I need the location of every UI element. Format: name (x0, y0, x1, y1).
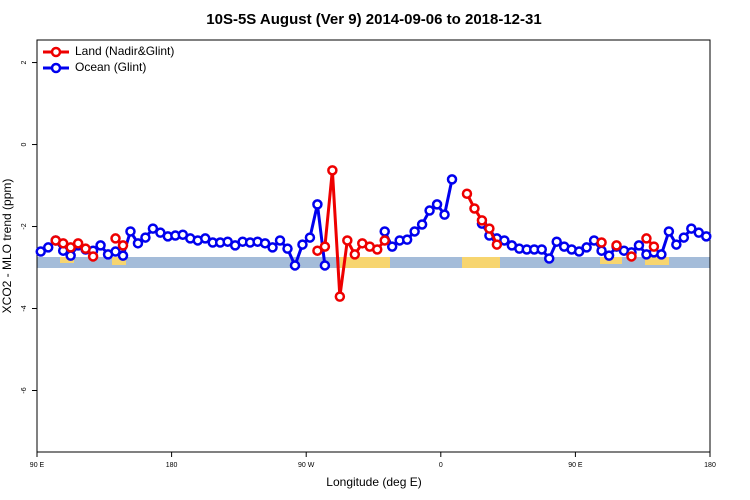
y-tick-label: -6 (21, 387, 28, 393)
data-point (671, 239, 682, 250)
data-point (491, 239, 503, 250)
data-point (304, 232, 316, 243)
data-point (476, 215, 488, 226)
y-tick-label: -4 (21, 305, 28, 311)
data-point (401, 234, 413, 245)
data-point (334, 291, 346, 302)
x-tick-label: 0 (439, 462, 443, 469)
data-point (57, 238, 69, 249)
data-point (416, 219, 428, 230)
data-point (319, 260, 331, 271)
data-point (648, 241, 660, 252)
plot-frame (36, 39, 711, 453)
data-point (633, 240, 645, 251)
data-point (65, 250, 76, 261)
data-point (431, 199, 443, 210)
x-tick-label: 180 (166, 462, 178, 469)
x-tick-label: 90 W (298, 462, 315, 469)
legend-label: Land (Nadir&Glint) (75, 44, 174, 58)
data-point (484, 223, 495, 234)
data-point (327, 165, 338, 176)
data-point (319, 241, 331, 252)
data-point (312, 199, 323, 210)
x-tick-label: 90 E (568, 462, 583, 469)
data-point (543, 253, 555, 264)
data-point (439, 209, 450, 220)
legend-label: Ocean (Glint) (75, 60, 146, 74)
data-point (611, 240, 622, 251)
data-point (626, 251, 637, 262)
y-tick-label: 0 (21, 142, 28, 146)
legend-marker (50, 62, 62, 74)
data-point (573, 246, 585, 257)
data-point (379, 226, 390, 237)
data-point (551, 236, 562, 247)
data-point (110, 246, 121, 257)
data-point (200, 233, 211, 244)
data-point (72, 238, 84, 249)
data-point (581, 242, 592, 253)
data-point (259, 238, 271, 249)
data-point (386, 241, 398, 252)
data-point (371, 244, 383, 255)
data-point (42, 242, 54, 253)
data-point (424, 205, 435, 216)
x-axis-label: Longitude (deg E) (326, 475, 421, 489)
data-point (147, 223, 159, 234)
data-point (132, 238, 144, 249)
data-point (110, 233, 121, 244)
land-band (645, 257, 669, 265)
y-tick-label: 2 (21, 61, 28, 65)
chart-title: 10S-5S August (Ver 9) 2014-09-06 to 2018… (206, 11, 541, 28)
data-point (140, 232, 151, 243)
data-point (603, 250, 615, 261)
data-point (686, 223, 697, 234)
data-point (349, 249, 361, 260)
data-point (409, 226, 420, 237)
data-point (267, 242, 278, 253)
x-tick-label: 180 (704, 462, 716, 469)
land-band (462, 257, 500, 268)
data-point (87, 251, 99, 262)
data-point (125, 226, 136, 237)
data-point (282, 243, 293, 254)
land-band (112, 257, 126, 265)
data-point (641, 233, 652, 244)
legend-marker (50, 46, 62, 58)
data-point (379, 235, 390, 246)
data-point (117, 250, 129, 261)
data-point (469, 203, 480, 214)
data-point (656, 249, 667, 260)
data-point (95, 240, 106, 251)
data-point (596, 237, 607, 248)
y-axis-label: XCO2 - MLO trend (ppm) (0, 179, 14, 314)
data-point (701, 231, 712, 242)
data-point (499, 235, 510, 246)
data-point (663, 226, 675, 237)
data-point (461, 188, 473, 199)
data-point (297, 239, 308, 250)
data-point (274, 235, 286, 246)
data-point (117, 240, 129, 251)
legend: Land (Nadir&Glint) Ocean (Glint) (43, 44, 174, 74)
data-point (678, 232, 690, 243)
y-tick-label: -2 (21, 223, 28, 229)
data-point (65, 242, 76, 253)
data-point (312, 245, 323, 256)
land-band (60, 257, 74, 263)
data-point (342, 235, 353, 246)
data-point (446, 174, 458, 185)
x-tick-label: 90 E (30, 462, 45, 469)
data-point (536, 244, 547, 255)
data-point (80, 243, 91, 254)
data-point (289, 260, 301, 271)
data-point (35, 246, 46, 257)
land-band (340, 257, 390, 268)
